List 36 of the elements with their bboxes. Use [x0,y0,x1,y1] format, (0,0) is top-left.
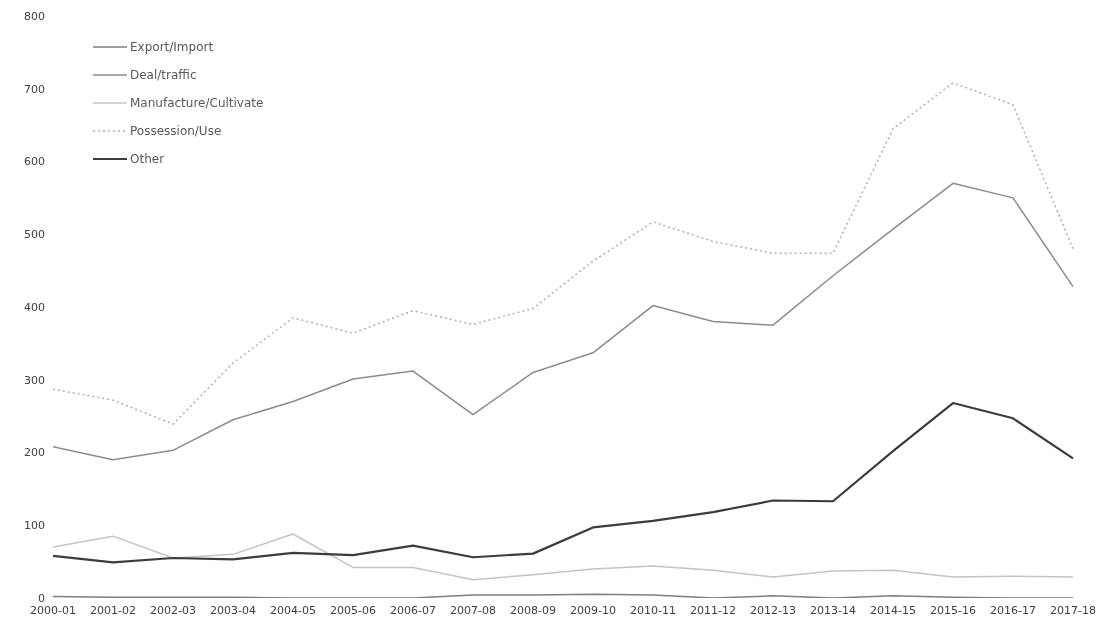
y-tick-label: 700 [24,82,45,96]
x-tick-label: 2010-11 [630,603,676,617]
legend-label: Possession/Use [130,124,222,138]
x-tick-label: 2001-02 [90,603,136,617]
line-series [52,533,1074,581]
x-tick-label: 2017-18 [1050,603,1096,617]
x-tick-label: 2011-12 [690,603,736,617]
y-tick-label: 100 [24,519,45,533]
y-tick-label: 200 [24,446,45,460]
line-series [52,182,1074,461]
x-tick-label: 2004-05 [270,603,316,617]
x-tick-label: 2009-10 [570,603,616,617]
y-tick-label: 500 [24,228,45,242]
x-tick-label: 2014-15 [870,603,916,617]
x-tick-label: 2006-07 [390,603,436,617]
x-tick-label: 2002-03 [150,603,196,617]
y-tick-label: 800 [24,9,45,23]
y-tick-label: 400 [24,300,45,314]
x-tick-label: 2008-09 [510,603,556,617]
x-tick-label: 2003-04 [210,603,256,617]
y-tick-label: 600 [24,155,45,169]
x-tick-label: 2012-13 [750,603,796,617]
x-tick-label: 2013-14 [810,603,856,617]
x-tick-label: 2015-16 [930,603,976,617]
legend-label: Other [130,152,165,166]
legend-label: Deal/traffic [130,68,197,82]
x-tick-label: 2007-08 [450,603,496,617]
legend-label: Manufacture/Cultivate [130,96,264,110]
x-tick-label: 2005-06 [330,603,376,617]
y-tick-label: 300 [24,373,45,387]
x-tick-label: 2016-17 [990,603,1036,617]
legend-label: Export/Import [130,40,214,54]
y-tick-label: 0 [38,591,45,605]
line-series [52,82,1074,425]
line-series [51,401,1075,564]
x-tick-label: 2000-01 [30,603,76,617]
